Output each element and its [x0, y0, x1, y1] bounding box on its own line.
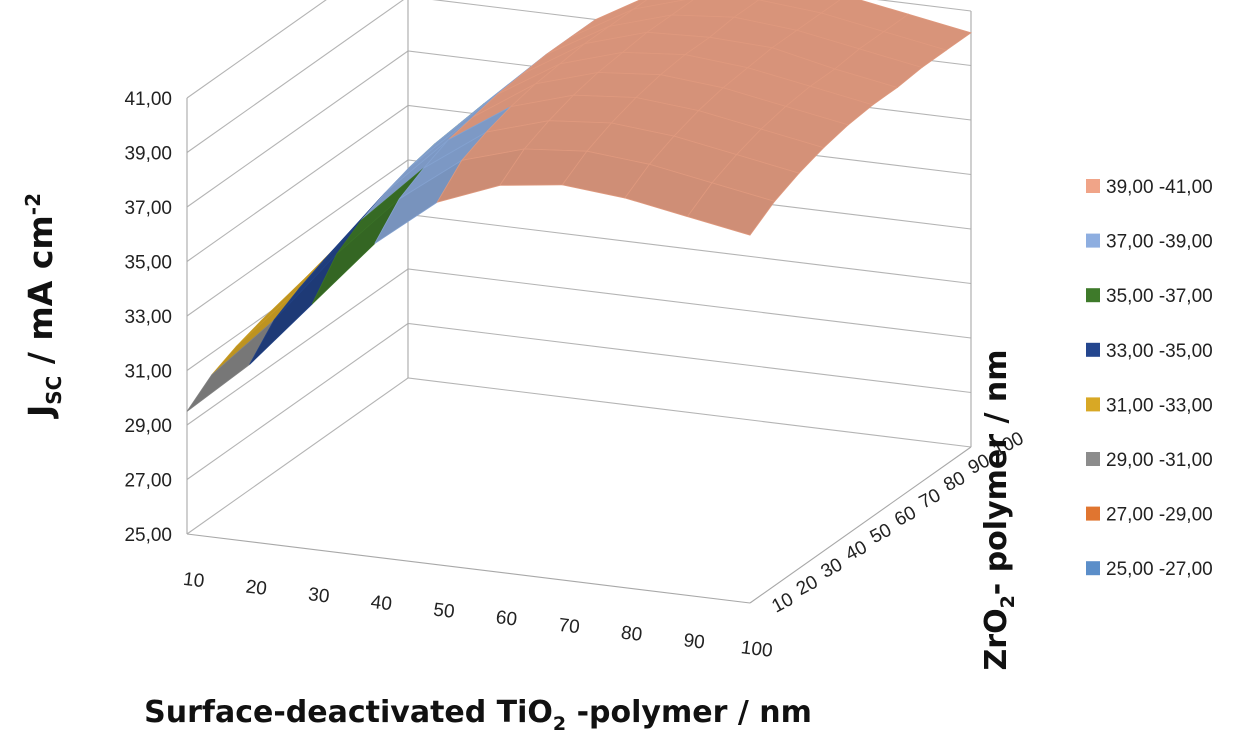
y-tick-label: 40 — [842, 537, 871, 565]
gridline — [186, 0, 972, 99]
x-tick-label: 10 — [182, 569, 206, 592]
x-tick-label: 30 — [307, 584, 331, 607]
legend-label: 37,00 -39,00 — [1106, 232, 1213, 253]
y-tick-label: 30 — [818, 554, 847, 582]
chart-walls — [186, 0, 972, 604]
legend-swatch — [1086, 452, 1100, 466]
axis-line — [186, 533, 751, 604]
z-tick-label: 37,00 — [124, 198, 172, 219]
legend-label: 27,00 -29,00 — [1106, 505, 1213, 526]
z-axis-ticks: 25,00 27,00 29,00 31,00 33,00 35,00 37,00 39,00… — [124, 89, 172, 546]
surface-cell — [311, 198, 400, 305]
legend-swatch — [1086, 179, 1100, 193]
surface-cell — [249, 253, 338, 365]
y-tick-label: 60 — [891, 502, 920, 530]
z-axis-title: JSC / mA cm-2 — [21, 193, 66, 419]
z-tick-label: 35,00 — [124, 253, 172, 274]
x-tick-label: 50 — [432, 599, 456, 622]
legend-swatch — [1086, 561, 1100, 576]
z-tick-label: 41,00 — [124, 89, 172, 110]
surface-cell — [686, 182, 776, 236]
x-tick-label: 70 — [557, 615, 581, 638]
z-tick-label: 31,00 — [124, 362, 172, 383]
x-axis-ticks: 10 20 30 40 50 60 70 80 90 100 — [182, 569, 774, 662]
legend-swatch — [1086, 288, 1100, 303]
axis-line — [749, 446, 972, 604]
surface-cell — [273, 220, 362, 321]
legend-label: 31,00 -33,00 — [1106, 395, 1213, 416]
legend-swatch — [1086, 233, 1100, 248]
surface-cell — [211, 288, 300, 376]
x-tick-label: 40 — [370, 592, 394, 615]
x-tick-label: 100 — [740, 637, 774, 662]
z-tick-label: 39,00 — [124, 144, 172, 165]
legend-swatch — [1086, 397, 1100, 412]
z-tick-label: 25,00 — [124, 525, 172, 546]
legend-label: 33,00 -35,00 — [1106, 341, 1213, 362]
legend-swatch — [1086, 506, 1100, 521]
y-tick-label: 10 — [768, 589, 797, 617]
y-tick-label: 20 — [793, 572, 822, 600]
legend-label: 35,00 -37,00 — [1106, 286, 1213, 307]
y-axis-title: ZrO2- polymer / nm — [979, 350, 1019, 671]
surface-plot — [186, 0, 972, 412]
z-tick-label: 33,00 — [124, 307, 172, 328]
gridline — [186, 322, 972, 480]
legend-label: 29,00 -31,00 — [1106, 450, 1213, 471]
legend-label: 39,00 -41,00 — [1106, 177, 1213, 198]
x-tick-label: 60 — [495, 607, 519, 630]
gridline — [186, 377, 972, 535]
z-tick-label: 27,00 — [124, 471, 172, 492]
y-tick-label: 50 — [867, 520, 896, 548]
x-axis-title: Surface-deactivated TiO2 -polymer / nm — [144, 695, 812, 732]
legend-swatch — [1086, 342, 1100, 357]
y-tick-label: 70 — [916, 485, 945, 513]
x-tick-label: 90 — [682, 630, 706, 653]
x-tick-label: 20 — [244, 576, 268, 599]
legend: 39,00 -41,00 37,00 -39,00 35,00 -37,00 33,0… — [1086, 177, 1213, 580]
z-tick-label: 29,00 — [124, 416, 172, 437]
x-tick-label: 80 — [620, 622, 644, 645]
surface-cell — [186, 319, 275, 412]
legend-label: 25,00 -27,00 — [1106, 559, 1213, 580]
y-tick-label: 80 — [940, 468, 969, 496]
